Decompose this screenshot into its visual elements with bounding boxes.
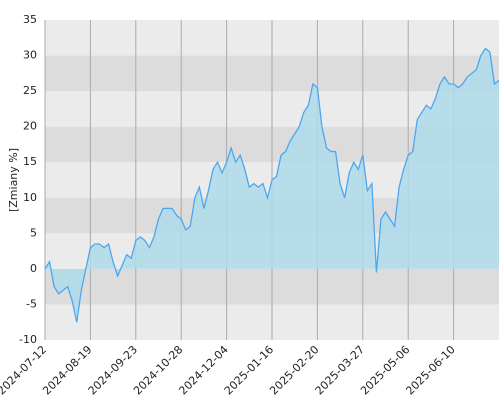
- y-tick-label: 15: [23, 155, 37, 168]
- y-tick-label: 5: [30, 226, 37, 239]
- area-fill: [45, 48, 499, 323]
- line: [44, 47, 500, 323]
- x-tick-label: 2025-06-10: [403, 343, 457, 397]
- y-tick-label: 20: [23, 120, 37, 133]
- y-tick-label: 30: [23, 49, 37, 62]
- y-tick-label: 0: [30, 262, 37, 275]
- y-axis-label: [Zmiany %]: [7, 148, 20, 212]
- y-tick-label: -5: [26, 297, 37, 310]
- y-tick-label: 25: [23, 84, 37, 97]
- y-tick-label: 35: [23, 13, 37, 26]
- y-tick-label: -10: [19, 333, 37, 346]
- y-tick-label: 10: [23, 191, 37, 204]
